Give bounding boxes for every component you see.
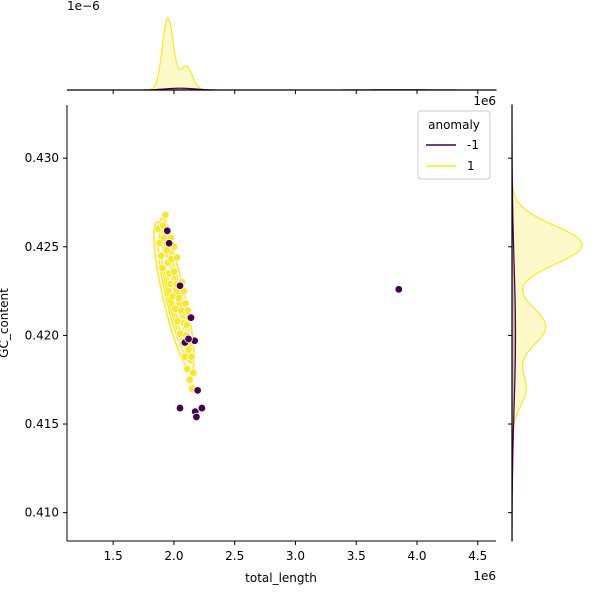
scatter-point-normal bbox=[158, 263, 167, 273]
scatter-point-normal bbox=[184, 345, 193, 354]
scatter-point-anomaly bbox=[164, 239, 174, 248]
x-tick-label: 2.5 bbox=[225, 549, 244, 563]
legend-label-neg: -1 bbox=[467, 138, 479, 152]
scatter-point-anomaly bbox=[186, 313, 196, 322]
x-tick-label: 1.5 bbox=[104, 549, 123, 563]
scatter-point-anomaly bbox=[197, 403, 207, 413]
y-tick-label: 0.425 bbox=[25, 240, 59, 254]
scatter-point-anomaly bbox=[192, 412, 201, 422]
legend: anomaly -1 1 bbox=[417, 110, 491, 180]
legend-title: anomaly bbox=[428, 118, 480, 132]
x-tick-label: 4.0 bbox=[407, 549, 426, 563]
y-tick-label: 0.415 bbox=[25, 417, 59, 431]
scatter-point-normal bbox=[185, 375, 194, 384]
top-marginal-density-normal bbox=[67, 16, 496, 91]
y-tick-label: 0.430 bbox=[25, 151, 59, 165]
scatter-point-normal bbox=[156, 251, 166, 260]
scatter-point-normal bbox=[187, 352, 196, 361]
scatter-point-normal bbox=[181, 299, 190, 308]
scatter-point-normal bbox=[172, 253, 182, 262]
y-tick-label: 0.410 bbox=[25, 506, 59, 520]
top-marginal-offset-text: 1e−6 bbox=[67, 0, 100, 13]
scatter-point-anomaly bbox=[175, 403, 185, 413]
scatter-point-anomaly bbox=[163, 226, 172, 236]
right-marginal-plot: 1e6 bbox=[473, 94, 583, 542]
x-tick-label: 2.0 bbox=[164, 549, 183, 563]
x-tick-label: 3.5 bbox=[347, 549, 366, 563]
right-marginal-density-normal bbox=[511, 105, 583, 541]
scatter-point-normal bbox=[162, 246, 171, 255]
main-plot: 1.5 2.0 2.5 3.0 3.5 4.0 4.5 0.410 0.415 0.420 0.4… bbox=[0, 105, 496, 585]
y-tick-label: 0.420 bbox=[25, 328, 59, 342]
x-tick-label: 3.0 bbox=[286, 549, 305, 563]
scatter-point-anomaly bbox=[394, 285, 403, 294]
scatter-point-normal bbox=[183, 364, 192, 374]
scatter-point-anomaly bbox=[184, 334, 193, 344]
y-axis-label: GC_content bbox=[0, 288, 11, 358]
scatter-point-anomaly bbox=[193, 386, 202, 395]
scatter-point-normal bbox=[182, 320, 191, 329]
scatter-point-anomaly bbox=[175, 281, 185, 290]
scatter-point-normal bbox=[155, 239, 164, 248]
scatter-point-normal bbox=[189, 368, 198, 377]
scatter-point-normal bbox=[161, 210, 170, 220]
top-marginal-plot: 1e−6 bbox=[67, 0, 497, 94]
right-marginal-density-anomaly bbox=[511, 104, 517, 542]
x-axis-offset-text: 1e6 bbox=[473, 569, 496, 583]
scatter-point-normal bbox=[169, 267, 179, 276]
x-tick-label: 4.5 bbox=[468, 549, 487, 563]
x-axis-label: total_length bbox=[245, 571, 317, 585]
scatter-point-normal bbox=[183, 306, 193, 315]
scatter-point-normal bbox=[174, 293, 184, 303]
legend-label-pos: 1 bbox=[467, 159, 475, 173]
right-marginal-offset-text: 1e6 bbox=[473, 94, 496, 108]
